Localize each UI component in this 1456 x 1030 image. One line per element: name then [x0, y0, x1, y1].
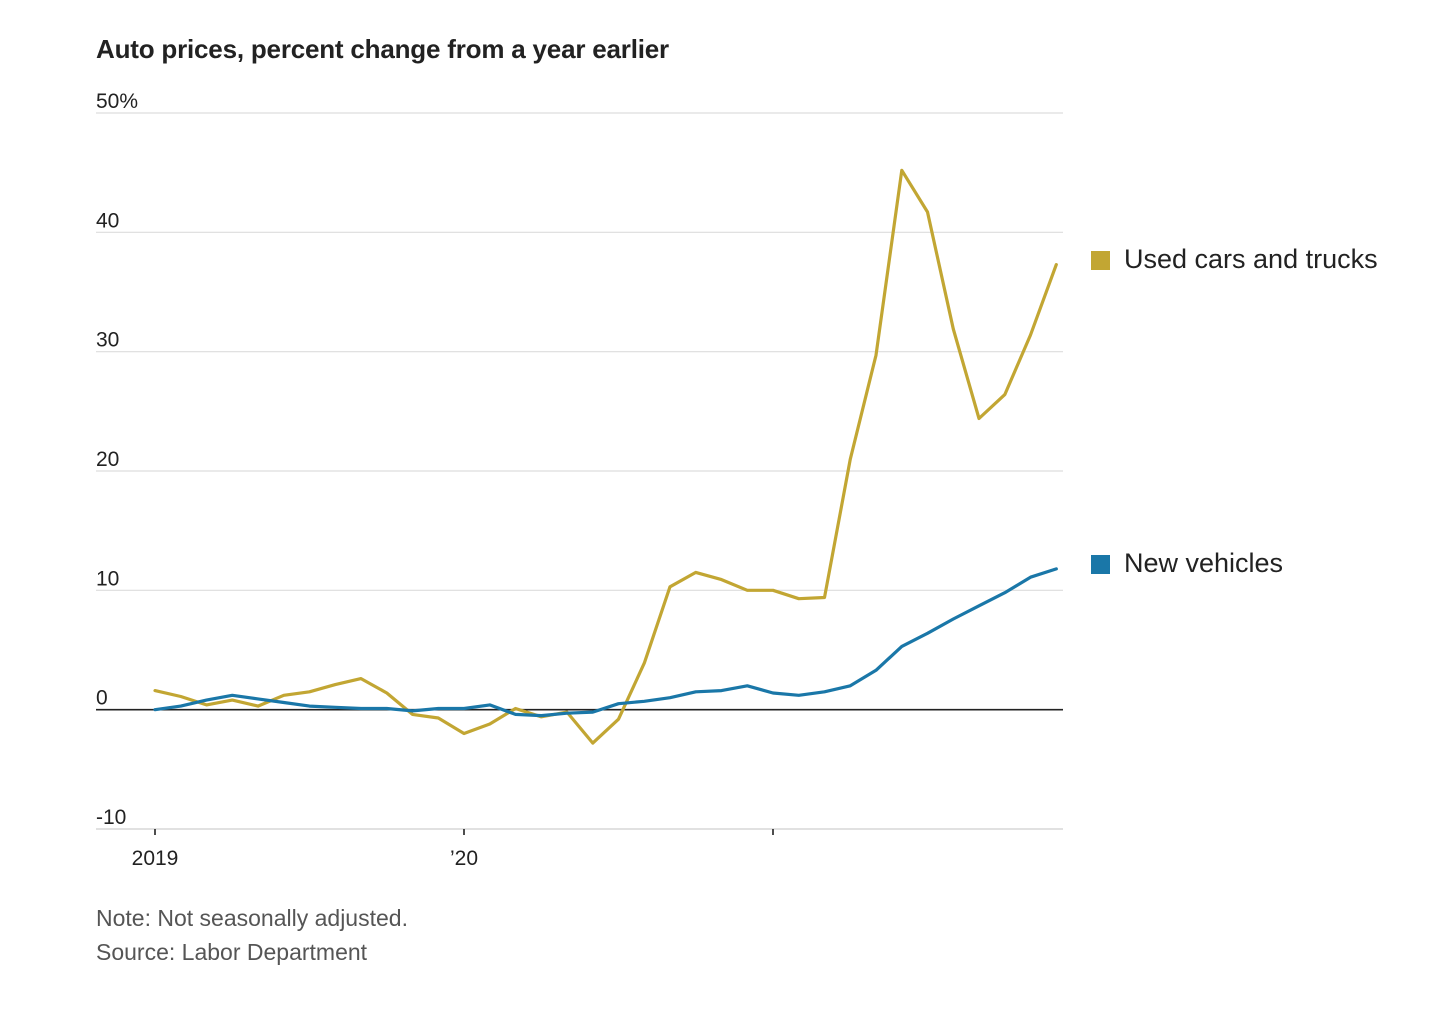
series-line-used-cars-and-trucks [153, 168, 1058, 745]
legend: Used cars and trucks New vehicles [1091, 244, 1378, 578]
series-lines [153, 168, 1058, 745]
chart-title: Auto prices, percent change from a year … [96, 34, 669, 64]
gridlines [96, 112, 1063, 830]
chart-source: Source: Labor Department [96, 939, 368, 965]
legend-label: Used cars and trucks [1124, 244, 1378, 274]
x-tick-label: ’20 [450, 847, 478, 870]
x-axis-labels: 2019 ’20 [132, 847, 478, 870]
x-axis [154, 829, 774, 835]
legend-swatch [1091, 251, 1110, 270]
legend-swatch [1091, 555, 1110, 574]
x-tick-label: 2019 [132, 847, 179, 870]
chart-note: Note: Not seasonally adjusted. [96, 905, 408, 931]
y-tick-label: 50% [96, 90, 138, 113]
y-tick-label: -10 [96, 806, 126, 829]
y-tick-label: 40 [96, 209, 119, 232]
series-line-new-vehicles [153, 567, 1058, 718]
legend-label: New vehicles [1124, 548, 1283, 578]
y-tick-label: 10 [96, 567, 119, 590]
y-tick-label: 0 [96, 687, 108, 710]
y-axis-labels: 50% 40 30 20 10 0 -10 [96, 90, 138, 829]
y-tick-label: 20 [96, 448, 119, 471]
y-tick-label: 30 [96, 329, 119, 352]
